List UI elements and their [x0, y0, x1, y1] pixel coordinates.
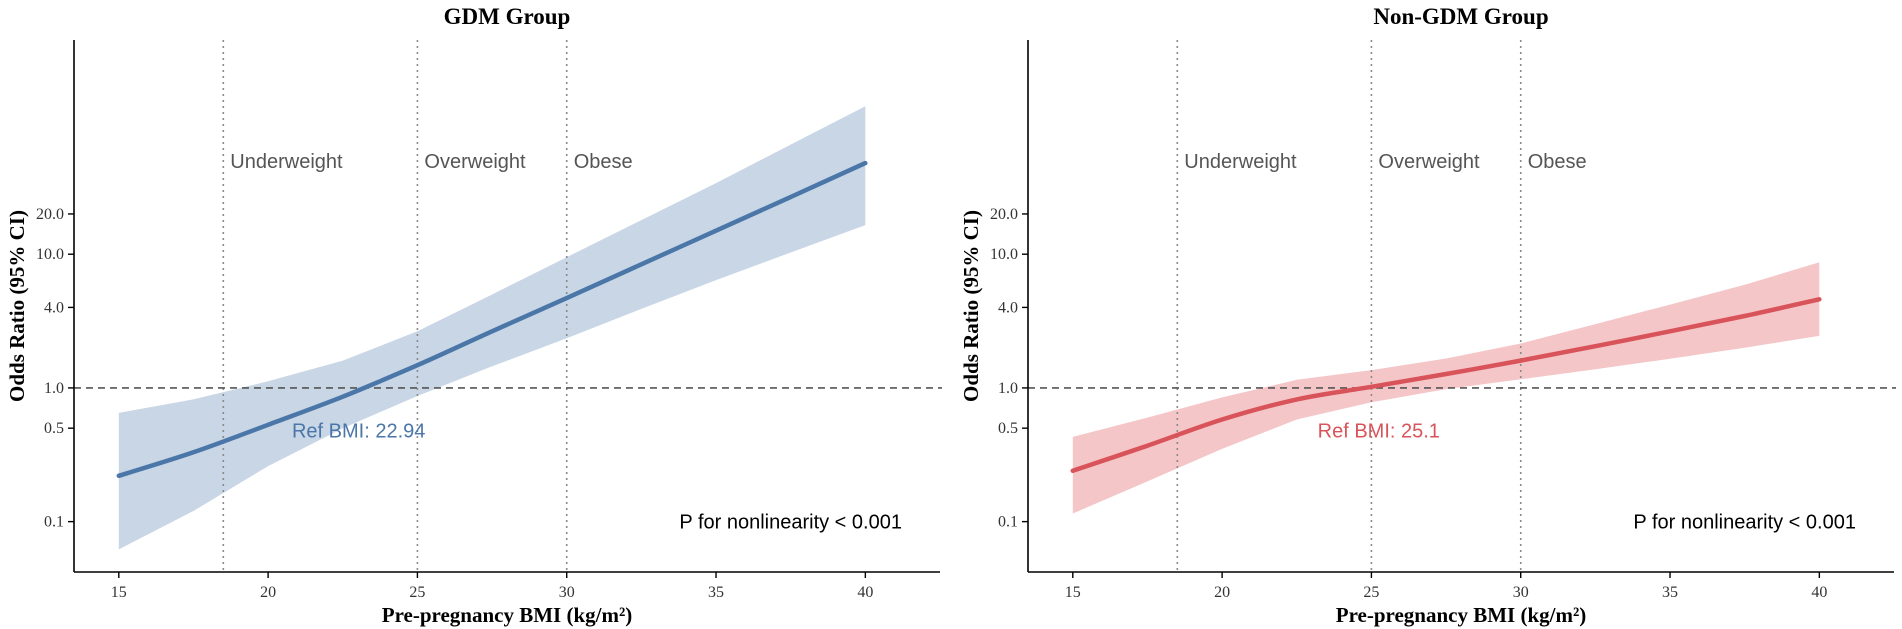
y-axis-label: Odds Ratio (95% CI)	[5, 210, 29, 402]
category-label-obese: Obese	[1528, 151, 1587, 173]
y-tick-label: 20.0	[36, 206, 64, 223]
x-tick-label: 15	[111, 584, 127, 601]
y-tick-label: 0.5	[44, 420, 64, 437]
ci-band	[118, 106, 866, 550]
x-tick-label: 20	[260, 584, 276, 601]
x-tick-label: 40	[1811, 584, 1827, 601]
y-tick-label: 0.1	[998, 514, 1018, 531]
chart-title: Non-GDM Group	[1373, 4, 1548, 29]
x-tick-label: 20	[1214, 584, 1230, 601]
y-tick-label: 4.0	[998, 299, 1018, 316]
y-tick-label: 10.0	[990, 246, 1018, 263]
category-label-underweight: Underweight	[1184, 151, 1297, 173]
y-tick-label: 0.5	[998, 420, 1018, 437]
chart-panel-2: 15 20 25 30 35 40 0.1 0.5 1.0 4.0 10.0 20.0 Underwei…	[959, 4, 1896, 627]
y-tick-label: 4.0	[44, 299, 64, 316]
category-label-obese: Obese	[574, 151, 633, 173]
x-tick-label: 40	[857, 584, 873, 601]
or-line	[116, 160, 868, 479]
y-tick-label: 0.1	[44, 514, 64, 531]
x-axis-label: Pre-pregnancy BMI (kg/m²)	[1336, 603, 1587, 627]
ci-band	[1072, 262, 1820, 514]
chart-panel-1: 15 20 25 30 35 40 0.1 0.5 1.0 4.0 10.0 20.0 Underwei…	[5, 4, 942, 627]
y-axis-label: Odds Ratio (95% CI)	[959, 210, 983, 402]
p-nonlinearity-note: P for nonlinearity < 0.001	[679, 512, 902, 534]
x-axis-label: Pre-pregnancy BMI (kg/m²)	[382, 603, 633, 627]
x-tick-label: 15	[1065, 584, 1081, 601]
category-label-overweight: Overweight	[1378, 151, 1480, 173]
x-tick-label: 35	[1662, 584, 1678, 601]
x-tick-label: 35	[708, 584, 724, 601]
y-tick-label: 10.0	[36, 246, 64, 263]
p-nonlinearity-note: P for nonlinearity < 0.001	[1633, 512, 1856, 534]
x-tick-label: 25	[1363, 584, 1379, 601]
ref-bmi-label: Ref BMI: 22.94	[292, 421, 425, 443]
ref-bmi-label: Ref BMI: 25.1	[1318, 421, 1440, 443]
chart-title: GDM Group	[444, 4, 571, 29]
y-tick-label: 1.0	[44, 380, 64, 397]
y-tick-label: 20.0	[990, 206, 1018, 223]
x-tick-label: 30	[559, 584, 575, 601]
category-label-underweight: Underweight	[230, 151, 343, 173]
category-label-overweight: Overweight	[424, 151, 526, 173]
or-line	[1070, 297, 1822, 474]
x-tick-label: 30	[1513, 584, 1529, 601]
x-tick-label: 25	[409, 584, 425, 601]
y-tick-label: 1.0	[998, 380, 1018, 397]
